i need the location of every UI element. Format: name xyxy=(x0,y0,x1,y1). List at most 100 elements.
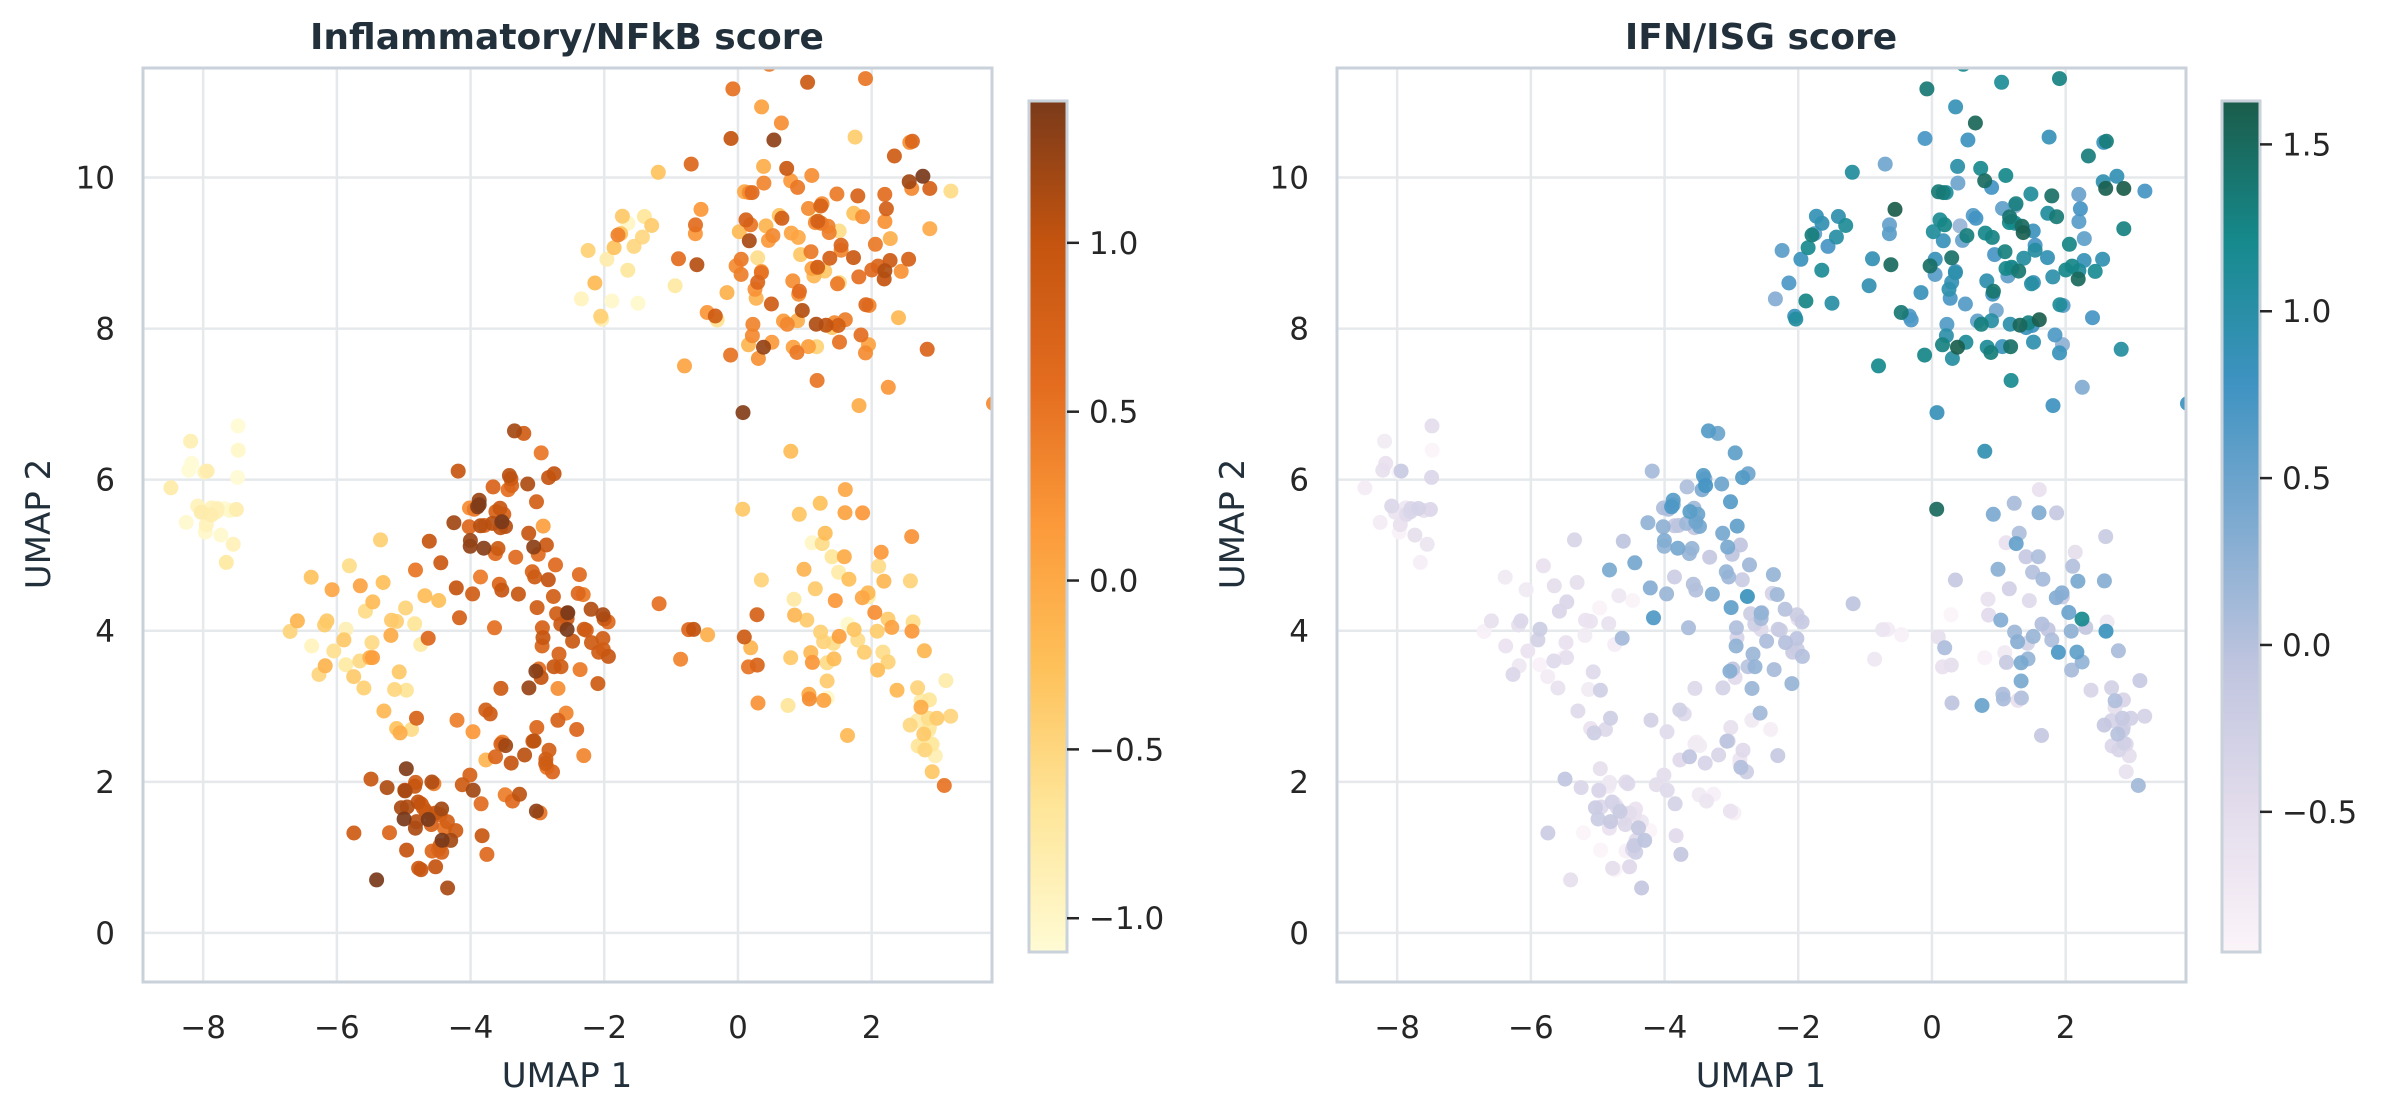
scatter-point xyxy=(667,278,683,294)
scatter-point xyxy=(417,588,433,604)
scatter-point xyxy=(1800,240,1816,256)
scatter-point xyxy=(420,812,436,827)
scatter-point xyxy=(490,541,506,556)
scatter-point xyxy=(1793,251,1809,267)
scatter-point xyxy=(799,612,815,628)
scatter-point xyxy=(1535,558,1551,574)
scatter-point xyxy=(1410,501,1426,516)
scatter-point xyxy=(804,168,820,183)
scatter-point xyxy=(346,669,362,685)
colorbar-tick-label: 1.0 xyxy=(1089,226,1138,262)
scatter-point xyxy=(1655,519,1671,535)
scatter-point xyxy=(2006,495,2022,511)
scatter-point xyxy=(2116,181,2132,196)
scatter-point xyxy=(1729,518,1745,534)
scatter-point xyxy=(1656,533,1672,548)
scatter-point xyxy=(829,186,845,202)
scatter-point xyxy=(856,644,872,660)
scatter-point xyxy=(507,423,522,439)
scatter-point xyxy=(1950,158,1966,174)
chart-title-inflammatory: Inflammatory/NFkB score xyxy=(310,17,824,58)
scatter-point xyxy=(614,208,630,224)
scatter-point xyxy=(1679,479,1695,495)
scatter-point xyxy=(365,594,381,610)
scatter-point xyxy=(1424,418,1440,434)
scatter-point xyxy=(904,623,920,639)
scatter-point xyxy=(2098,133,2114,149)
scatter-point xyxy=(880,654,896,670)
scatter-point xyxy=(1570,703,1586,719)
scatter-point xyxy=(1998,168,2014,183)
scatter-point xyxy=(1995,691,2011,707)
scatter-point xyxy=(744,328,760,344)
scatter-point xyxy=(461,519,477,535)
scatter-point xyxy=(827,593,843,609)
scatter-point xyxy=(584,635,599,651)
scatter-point xyxy=(1922,258,1938,274)
scatter-point xyxy=(550,712,566,728)
scatter-point xyxy=(1620,776,1636,792)
scatter-point xyxy=(1569,575,1585,590)
scatter-point xyxy=(779,160,795,176)
scatter-point xyxy=(1937,640,1953,656)
scatter-point xyxy=(1948,99,1964,115)
scatter-point xyxy=(1631,820,1646,836)
scatter-point xyxy=(1699,793,1714,809)
scatter-point xyxy=(1603,710,1618,726)
scatter-point xyxy=(1877,156,1893,172)
scatter-point xyxy=(786,591,802,607)
scatter-point xyxy=(199,463,215,479)
scatter-point xyxy=(812,495,828,511)
scatter-point xyxy=(733,251,749,267)
scatter-point xyxy=(943,708,959,724)
scatter-point xyxy=(2085,310,2100,326)
scatter-point xyxy=(570,585,586,601)
scatter-point xyxy=(822,250,838,266)
scatter-point xyxy=(922,181,938,196)
scatter-point xyxy=(521,525,537,541)
scatter-point xyxy=(813,198,829,214)
scatter-point xyxy=(1634,880,1650,896)
scatter-point xyxy=(877,214,893,230)
scatter-point xyxy=(365,650,380,666)
scatter-point xyxy=(398,682,414,698)
scatter-point xyxy=(938,673,954,689)
scatter-point xyxy=(604,293,620,309)
scatter-point xyxy=(707,308,723,324)
scatter-point xyxy=(1672,702,1688,718)
scatter-point xyxy=(673,651,689,667)
scatter-point xyxy=(183,433,199,449)
scatter-point xyxy=(526,733,542,749)
scatter-point xyxy=(409,710,424,726)
scatter-point xyxy=(773,115,789,131)
scatter-point xyxy=(1733,759,1749,775)
scatter-point xyxy=(324,582,340,598)
scatter-point xyxy=(1865,251,1880,267)
scatter-point xyxy=(924,764,940,780)
colorbar-tick-label: 1.0 xyxy=(2282,294,2331,330)
scatter-point xyxy=(915,168,931,184)
colorbar-frame xyxy=(1027,99,1069,954)
scatter-point xyxy=(1591,782,1607,798)
scatter-point xyxy=(749,657,765,673)
scatter-point xyxy=(1722,663,1738,679)
scatter-point xyxy=(2013,690,2029,706)
scatter-point xyxy=(363,771,379,787)
scatter-point xyxy=(590,676,606,692)
x-tick-labels: −8 −6 −4 −2 0 2 xyxy=(180,1010,881,1046)
scatter-point xyxy=(1788,311,1804,327)
scatter-point xyxy=(2030,549,2046,565)
scatter-point xyxy=(869,623,885,639)
scatter-point xyxy=(813,624,829,640)
scatter-point xyxy=(736,629,752,645)
colorbar-tick-label: 0.0 xyxy=(2282,628,2331,664)
scatter-point xyxy=(1476,624,1492,639)
scatter-point xyxy=(1719,733,1735,749)
scatter-point xyxy=(1520,643,1536,659)
x-tick-label: −4 xyxy=(1642,1010,1688,1046)
scatter-point xyxy=(804,654,820,670)
scatter-point xyxy=(1644,463,1660,479)
scatter-point xyxy=(1567,532,1582,548)
scatter-point xyxy=(650,164,666,180)
scatter-point xyxy=(686,621,702,637)
